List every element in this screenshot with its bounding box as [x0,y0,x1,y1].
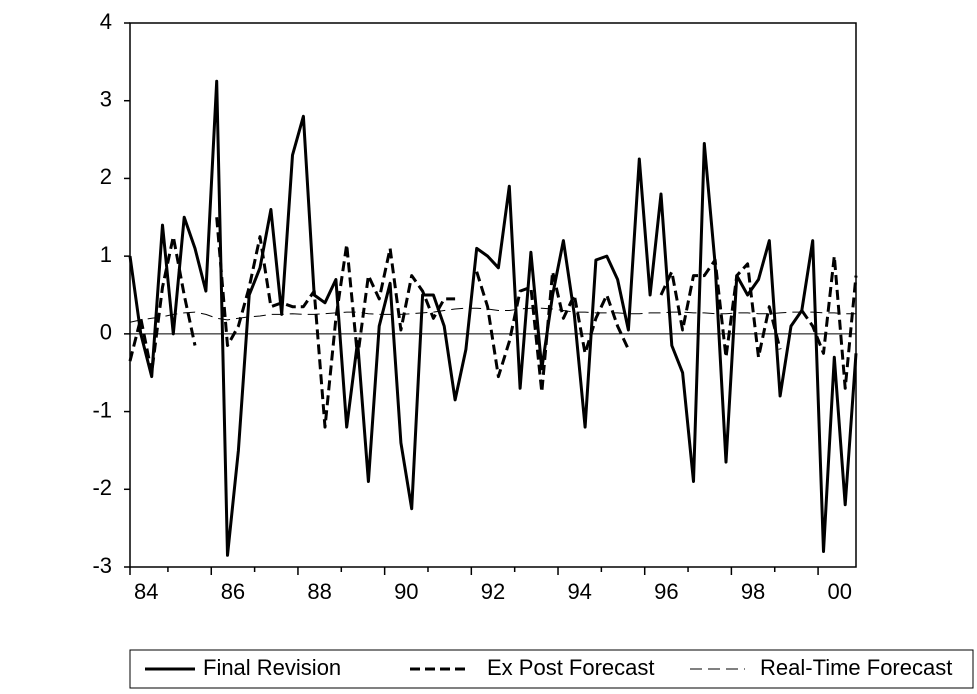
x-tick-label: 96 [654,579,678,604]
legend-box [129,649,974,689]
legend-label: Ex Post Forecast [487,655,655,680]
x-tick-label: 90 [394,579,418,604]
y-tick-label: 0 [100,320,112,345]
y-tick-label: 1 [100,242,112,267]
series-line [128,217,858,429]
series-line [128,79,858,557]
plot-frame [129,22,857,568]
x-tick-label: 94 [567,579,591,604]
legend-label: Final Revision [203,655,341,680]
y-tick-label: -2 [92,475,112,500]
x-tick-label: 84 [134,579,158,604]
x-tick-label: 98 [741,579,765,604]
y-tick-label: -1 [92,397,112,422]
x-tick-label: 92 [481,579,505,604]
y-tick-label: 3 [100,87,112,112]
legend-label: Real-Time Forecast [760,655,952,680]
y-tick-label: 2 [100,164,112,189]
y-tick-label: -3 [92,553,112,578]
series-line [129,307,856,323]
x-tick-label: 88 [307,579,331,604]
x-tick-label: 00 [828,579,852,604]
y-tick-label: 4 [100,9,112,34]
x-tick-label: 86 [221,579,245,604]
